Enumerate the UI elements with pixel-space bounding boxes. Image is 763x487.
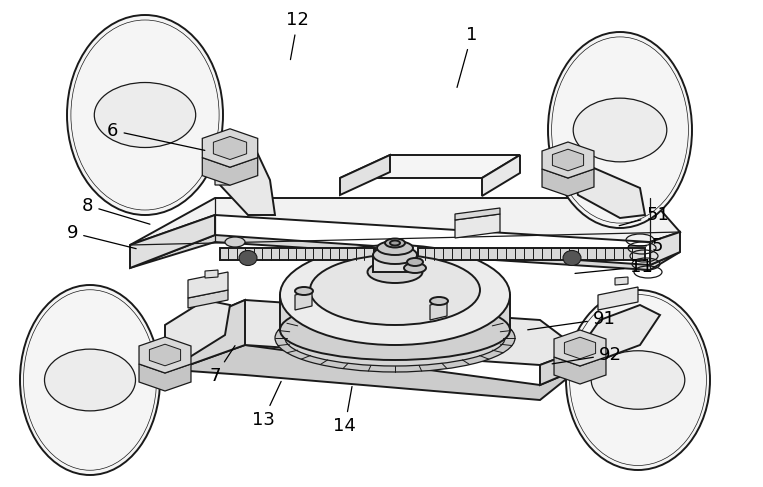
Ellipse shape [548, 32, 692, 228]
Polygon shape [214, 136, 246, 160]
Text: 92: 92 [552, 346, 622, 364]
Polygon shape [205, 270, 218, 278]
Ellipse shape [566, 290, 710, 470]
Polygon shape [165, 300, 230, 360]
Ellipse shape [368, 261, 423, 283]
Ellipse shape [95, 82, 195, 148]
Polygon shape [580, 305, 660, 358]
Ellipse shape [225, 237, 245, 247]
Polygon shape [175, 345, 580, 400]
Text: 11: 11 [575, 258, 652, 276]
Text: 14: 14 [333, 387, 356, 435]
Text: 91: 91 [528, 310, 616, 330]
Polygon shape [139, 364, 191, 391]
Polygon shape [295, 291, 312, 310]
Polygon shape [650, 232, 680, 265]
Polygon shape [188, 272, 228, 298]
Ellipse shape [430, 297, 448, 305]
Ellipse shape [591, 351, 685, 409]
Polygon shape [130, 235, 680, 270]
Polygon shape [615, 277, 628, 285]
Polygon shape [188, 290, 228, 308]
Ellipse shape [310, 255, 480, 325]
Text: 5: 5 [629, 237, 664, 255]
Ellipse shape [407, 258, 423, 266]
Polygon shape [554, 357, 606, 384]
Polygon shape [202, 129, 258, 167]
Polygon shape [340, 155, 520, 178]
Polygon shape [280, 295, 510, 330]
Text: 9: 9 [66, 224, 136, 249]
Ellipse shape [275, 304, 515, 372]
Ellipse shape [239, 250, 257, 265]
Polygon shape [552, 149, 584, 171]
Polygon shape [542, 142, 594, 178]
Polygon shape [215, 148, 230, 185]
Polygon shape [220, 248, 375, 260]
Text: 7: 7 [209, 346, 235, 385]
Polygon shape [418, 248, 645, 260]
Polygon shape [598, 287, 638, 310]
Polygon shape [220, 148, 275, 215]
Polygon shape [150, 344, 181, 366]
Text: 13: 13 [252, 381, 281, 429]
Polygon shape [175, 300, 580, 365]
Ellipse shape [285, 310, 505, 366]
Polygon shape [202, 158, 258, 185]
Ellipse shape [377, 241, 413, 255]
Polygon shape [139, 337, 191, 373]
Polygon shape [430, 301, 447, 320]
Polygon shape [455, 214, 500, 238]
Ellipse shape [67, 15, 223, 215]
Polygon shape [130, 198, 680, 245]
Ellipse shape [385, 239, 405, 247]
Ellipse shape [20, 285, 160, 475]
Polygon shape [565, 337, 596, 359]
Polygon shape [568, 160, 645, 218]
Ellipse shape [563, 250, 581, 265]
Ellipse shape [295, 287, 313, 295]
Polygon shape [373, 255, 417, 272]
Polygon shape [130, 215, 215, 268]
Polygon shape [554, 330, 606, 366]
Ellipse shape [44, 349, 136, 411]
Polygon shape [542, 169, 594, 196]
Polygon shape [482, 155, 520, 196]
Polygon shape [455, 208, 500, 220]
Ellipse shape [404, 263, 426, 273]
Text: 51: 51 [620, 206, 669, 226]
Polygon shape [340, 155, 390, 195]
Polygon shape [175, 300, 245, 370]
Ellipse shape [280, 300, 510, 360]
Ellipse shape [390, 241, 400, 245]
Text: 1: 1 [457, 26, 477, 88]
Text: 6: 6 [108, 122, 204, 150]
Ellipse shape [373, 246, 417, 264]
Ellipse shape [573, 98, 667, 162]
Ellipse shape [280, 245, 510, 345]
Polygon shape [540, 350, 580, 385]
Text: 12: 12 [286, 12, 309, 59]
Text: 8: 8 [82, 197, 150, 224]
